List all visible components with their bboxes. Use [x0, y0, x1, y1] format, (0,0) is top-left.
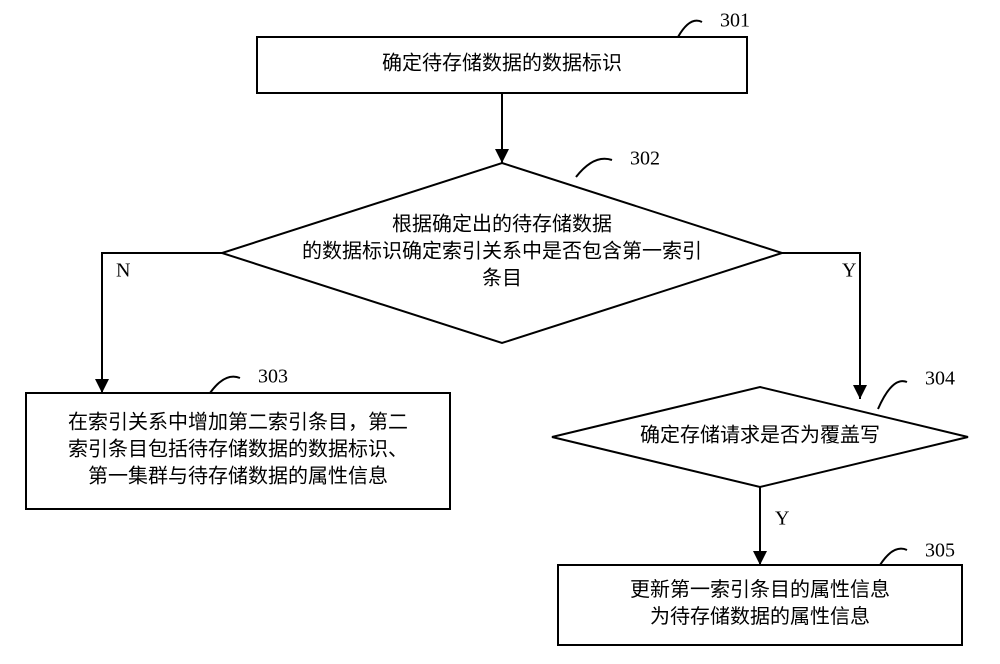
edge-n301-n302 [495, 93, 509, 163]
callout-n303 [210, 377, 240, 393]
node-text-n303-0: 在索引关系中增加第二索引条目，第二 [68, 411, 408, 434]
node-text-n303-1: 索引条目包括待存储数据的数据标识、 [68, 438, 408, 461]
flowchart-canvas: 确定待存储数据的数据标识 301 根据确定出的待存储数据的数据标识确定索引关系中是否… [0, 0, 1000, 664]
node-n301: 确定待存储数据的数据标识 301 [257, 10, 750, 93]
step-label-n304: 304 [925, 368, 955, 390]
callout-n301 [678, 21, 702, 37]
node-n303: 在索引关系中增加第二索引条目，第二索引条目包括待存储数据的数据标识、第一集群与待… [26, 366, 450, 509]
node-text-n305-1: 为待存储数据的属性信息 [650, 605, 870, 628]
node-n304: 确定存储请求是否为覆盖写 304 [552, 368, 968, 487]
arrowhead [495, 149, 509, 163]
edge-label-1: N [116, 260, 130, 282]
edge-label-2: Y [842, 260, 856, 282]
step-label-n305: 305 [925, 540, 955, 562]
callout-n305 [880, 549, 907, 565]
node-n302: 根据确定出的待存储数据的数据标识确定索引关系中是否包含第一索引条目 302 [222, 148, 782, 343]
node-text-n302-0: 根据确定出的待存储数据 [392, 213, 612, 236]
node-text-n303-2: 第一集群与待存储数据的属性信息 [88, 465, 388, 488]
edge-n302-n303: N [95, 253, 222, 393]
node-text-n302-1: 的数据标识确定索引关系中是否包含第一索引 [302, 240, 702, 263]
callout-n302 [576, 159, 612, 177]
arrowhead [95, 379, 109, 393]
step-label-n303: 303 [258, 366, 288, 388]
node-text-n305-0: 更新第一索引条目的属性信息 [630, 578, 890, 601]
node-text-n301-0: 确定待存储数据的数据标识 [382, 52, 622, 75]
edge-n304-n305: Y [753, 487, 789, 565]
edge-label-3: Y [775, 508, 789, 530]
arrowhead [853, 385, 867, 399]
step-label-n302: 302 [630, 148, 660, 170]
step-label-n301: 301 [720, 10, 750, 32]
callout-n304 [878, 381, 907, 409]
edge-n302-n304: Y [782, 253, 867, 399]
rect-n305 [558, 565, 962, 645]
node-text-n304-0: 确定存储请求是否为覆盖写 [640, 424, 880, 447]
node-text-n302-2: 条目 [482, 267, 522, 290]
arrowhead [753, 551, 767, 565]
